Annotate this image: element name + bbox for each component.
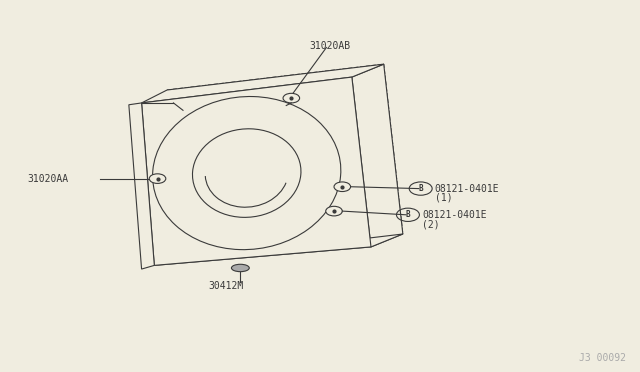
Text: B: B [419,184,423,193]
Circle shape [334,182,351,192]
Text: 31020AA: 31020AA [27,174,68,184]
Text: 30412M: 30412M [209,282,244,291]
Polygon shape [129,103,154,269]
Polygon shape [154,234,403,265]
Text: J3 00092: J3 00092 [579,353,626,363]
Circle shape [326,206,342,216]
Polygon shape [141,77,371,265]
Text: 08121-0401E: 08121-0401E [422,210,486,220]
Text: 08121-0401E: 08121-0401E [435,184,499,193]
Polygon shape [141,64,384,103]
Text: B: B [406,210,410,219]
Text: 31020AB: 31020AB [309,41,350,51]
Circle shape [149,174,166,183]
Polygon shape [352,64,403,247]
Circle shape [283,93,300,103]
Ellipse shape [232,264,249,272]
Text: (2): (2) [422,219,440,229]
Text: (1): (1) [435,193,452,203]
